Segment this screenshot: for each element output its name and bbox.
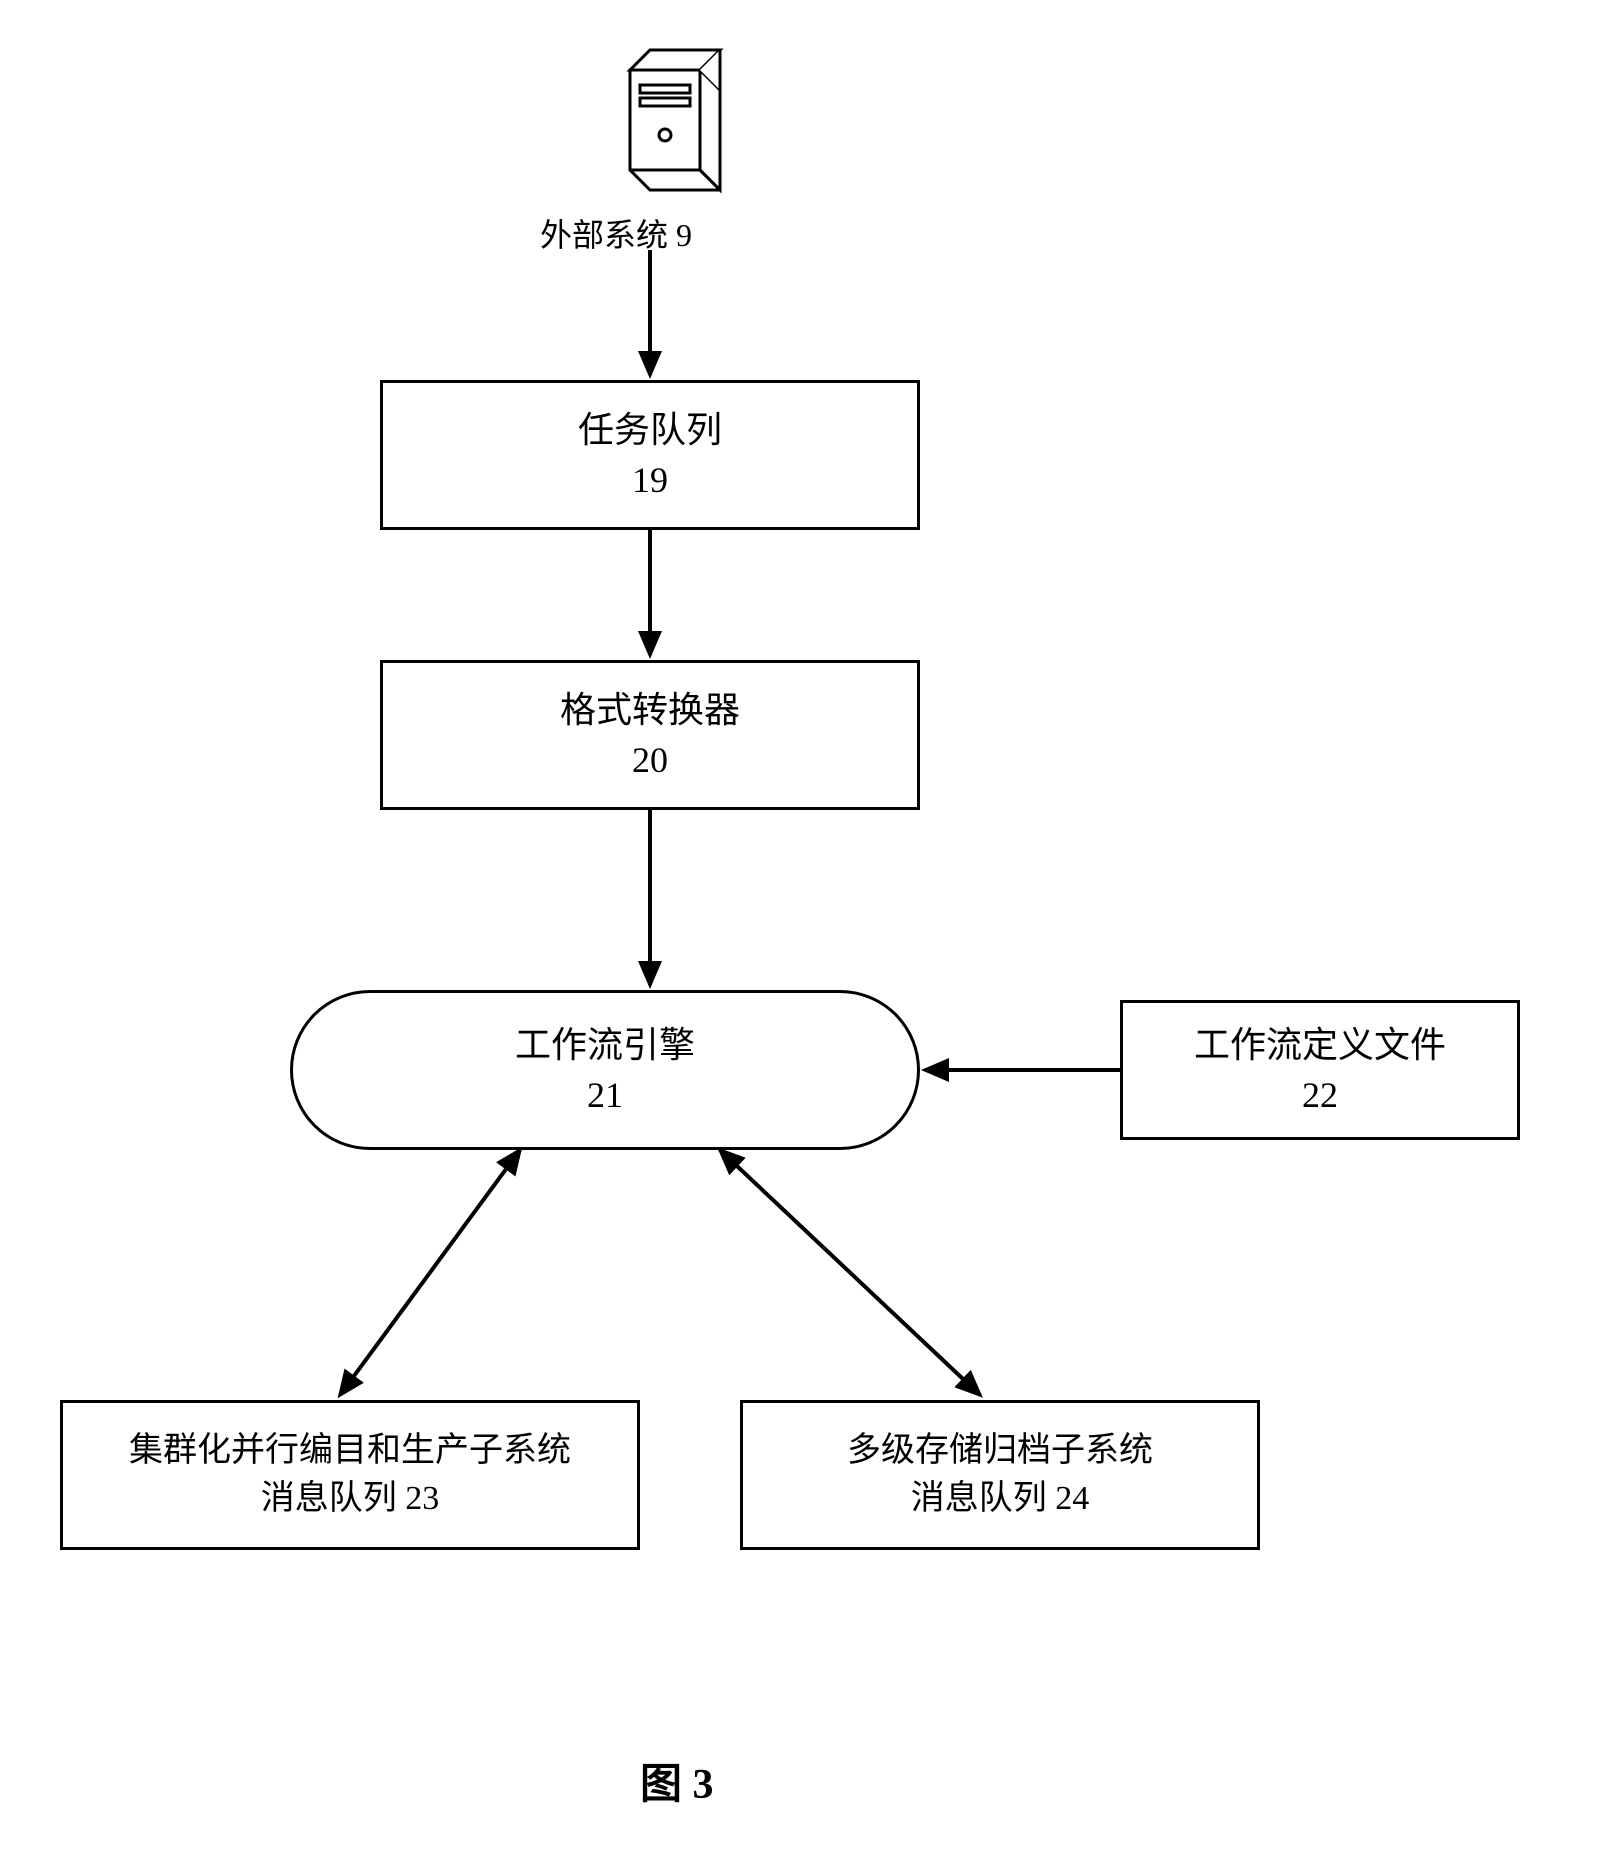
workflow-engine-line2: 21 — [587, 1070, 623, 1120]
server-icon — [610, 40, 740, 200]
cluster-queue-line1: 集群化并行编目和生产子系统 — [129, 1427, 571, 1475]
node-workflow-def: 工作流定义文件 22 — [1120, 1000, 1520, 1140]
arrows-layer — [0, 0, 1601, 1868]
node-workflow-engine: 工作流引擎 21 — [290, 990, 920, 1150]
node-storage-queue: 多级存储归档子系统 消息队列 24 — [740, 1400, 1260, 1550]
figure-caption: 图 3 — [640, 1750, 714, 1811]
workflow-def-line1: 工作流定义文件 — [1194, 1020, 1446, 1070]
node-format-converter: 格式转换器 20 — [380, 660, 920, 810]
format-converter-line1: 格式转换器 — [560, 685, 740, 735]
server-label: 外部系统 9 — [540, 210, 692, 256]
task-queue-line1: 任务队列 — [578, 405, 722, 455]
task-queue-line2: 19 — [632, 455, 668, 505]
server-label-text: 外部系统 9 — [540, 217, 692, 253]
node-cluster-queue: 集群化并行编目和生产子系统 消息队列 23 — [60, 1400, 640, 1550]
storage-queue-line2: 消息队列 24 — [911, 1475, 1090, 1523]
cluster-queue-line2: 消息队列 23 — [261, 1475, 440, 1523]
format-converter-line2: 20 — [632, 735, 668, 785]
storage-queue-line1: 多级存储归档子系统 — [847, 1427, 1153, 1475]
workflow-engine-line1: 工作流引擎 — [515, 1020, 695, 1070]
caption-text: 图 3 — [640, 1762, 714, 1808]
node-task-queue: 任务队列 19 — [380, 380, 920, 530]
workflow-def-line2: 22 — [1302, 1070, 1338, 1120]
